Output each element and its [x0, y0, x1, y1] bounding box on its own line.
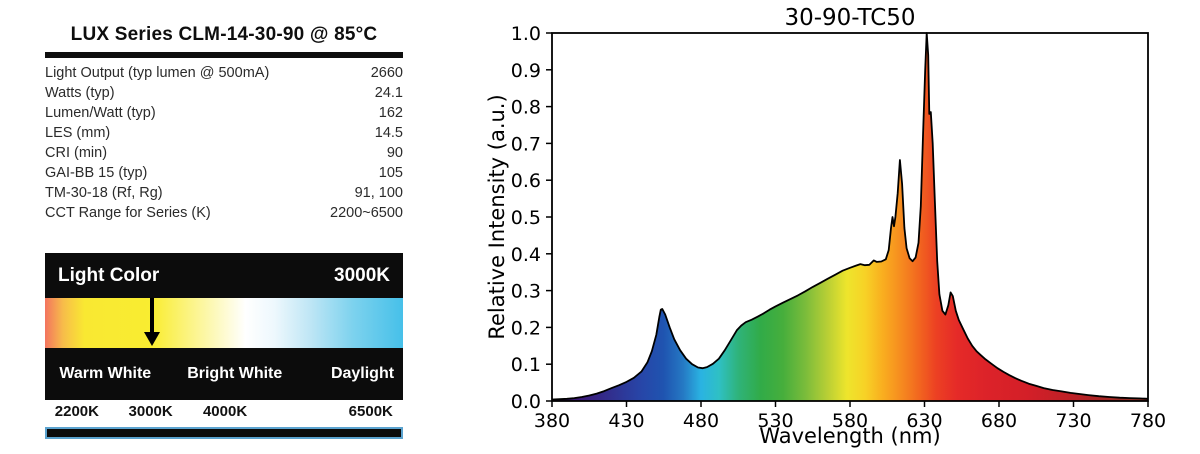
cct-scale-label: 4000K — [202, 403, 248, 420]
light-color-label: Light Color — [58, 264, 160, 286]
y-tick-label: 1.0 — [511, 23, 541, 45]
x-tick-label: 680 — [981, 410, 1017, 432]
y-tick-label: 0.3 — [511, 281, 541, 303]
x-tick-label: 430 — [608, 410, 644, 432]
spec-value: 162 — [378, 105, 403, 121]
arrow-shaft — [150, 298, 155, 334]
spec-panel-title: LUX Series CLM-14-30-90 @ 85°C — [70, 24, 378, 45]
spec-value: 105 — [378, 165, 403, 181]
x-tick-label: 530 — [757, 410, 793, 432]
x-tick-label: 630 — [906, 410, 942, 432]
x-tick-label: 580 — [832, 410, 868, 432]
spec-row: Lumen/Watt (typ) 162 — [45, 105, 403, 125]
arrow-head-icon — [144, 332, 161, 346]
spec-label: Watts (typ) — [45, 85, 115, 101]
y-tick-label: 0.1 — [511, 354, 541, 376]
zone-warm-white: Warm White — [59, 365, 152, 382]
light-color-panel: Light Color 3000K Warm White Bright Whit… — [45, 253, 403, 400]
spec-panel: LUX Series CLM-14-30-90 @ 85°C Light Out… — [45, 0, 403, 454]
x-axis-label: Wavelength (nm) — [759, 424, 941, 448]
cct-zone-labels: Warm White Bright White Daylight — [45, 348, 403, 400]
x-tick-label: 380 — [534, 410, 570, 432]
spec-row: LES (mm) 14.5 — [45, 125, 403, 145]
spec-row: Light Output (typ lumen @ 500mA) 2660 — [45, 65, 403, 85]
spec-label: CCT Range for Series (K) — [45, 205, 211, 221]
cct-gradient-bar — [45, 298, 403, 348]
x-tick-label: 780 — [1130, 410, 1166, 432]
spec-label: Lumen/Watt (typ) — [45, 105, 156, 121]
y-tick-label: 0.7 — [511, 133, 541, 155]
spec-label: Light Output (typ lumen @ 500mA) — [45, 65, 270, 81]
spec-value: 91, 100 — [354, 185, 403, 201]
spec-row: TM-30-18 (Rf, Rg) 91, 100 — [45, 185, 403, 205]
bottom-accent-bar — [45, 427, 403, 439]
cct-indicator-arrow — [144, 298, 161, 346]
spd-area — [552, 33, 1148, 401]
y-tick-label: 0.5 — [511, 207, 541, 229]
spec-row: CCT Range for Series (K) 2200~6500 — [45, 205, 403, 225]
spec-label: CRI (min) — [45, 145, 108, 161]
cct-scale-label: 3000K — [128, 403, 173, 420]
y-tick-label: 0.2 — [511, 317, 541, 339]
spd-curve — [551, 32, 1149, 401]
x-tick-label: 480 — [683, 410, 719, 432]
cct-scale-label: 6500K — [348, 403, 393, 420]
zone-bright-white: Bright White — [187, 365, 283, 382]
spec-row: CRI (min) 90 — [45, 145, 403, 165]
spec-table: Light Output (typ lumen @ 500mA) 2660 Watt… — [45, 65, 403, 225]
spec-label: LES (mm) — [45, 125, 111, 141]
y-tick-label: 0.8 — [511, 97, 541, 119]
chart-title: 30-90-TC50 — [784, 5, 916, 31]
spec-value: 24.1 — [374, 85, 403, 101]
spec-value: 90 — [386, 145, 403, 161]
spd-chart: 30-90-TC50 Relative Intensity (a.u.) 380… — [460, 0, 1200, 454]
spec-row: Watts (typ) 24.1 — [45, 85, 403, 105]
spec-value: 14.5 — [374, 125, 403, 141]
y-tick-label: 0.6 — [511, 170, 541, 192]
spec-label: TM-30-18 (Rf, Rg) — [45, 185, 163, 201]
x-tick-label: 730 — [1055, 410, 1091, 432]
y-tick-label: 0.0 — [511, 391, 541, 413]
spd-plot-area: 380 430 480 530 580 630 680 730 780 0.0 0.1 0.2 0.3 0… — [511, 23, 1166, 432]
spec-value: 2200~6500 — [330, 205, 403, 221]
y-tick-label: 0.9 — [511, 60, 541, 82]
light-color-header: Light Color 3000K — [45, 253, 403, 298]
selected-cct-value: 3000K — [334, 264, 390, 286]
zone-daylight: Daylight — [330, 365, 395, 382]
title-divider — [45, 52, 403, 58]
spec-row: GAI-BB 15 (typ) 105 — [45, 165, 403, 185]
spec-value: 2660 — [370, 65, 403, 81]
y-tick-label: 0.4 — [511, 244, 541, 266]
cct-scale: 2200K 3000K 4000K 6500K — [45, 401, 403, 423]
cct-scale-label: 2200K — [54, 403, 99, 420]
spec-label: GAI-BB 15 (typ) — [45, 165, 148, 181]
